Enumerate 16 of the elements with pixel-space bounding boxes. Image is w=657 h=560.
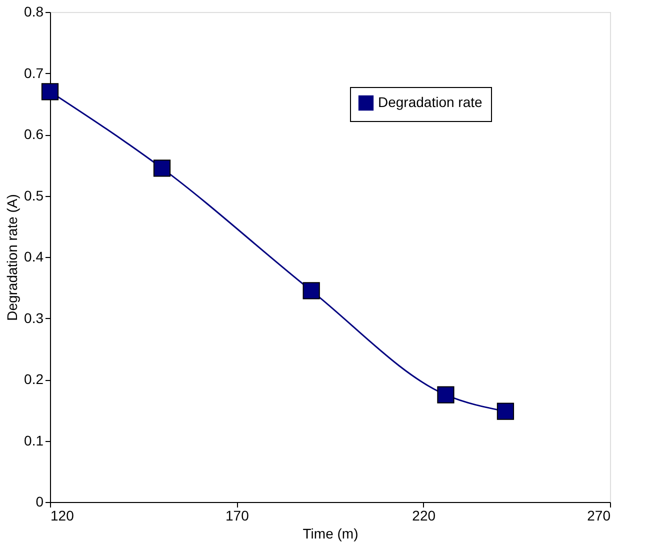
y-tick-label: 0.5 — [24, 187, 44, 204]
x-tick-label: 220 — [412, 508, 436, 524]
y-tick-label: 0.6 — [24, 126, 44, 142]
x-tick-label: 120 — [50, 508, 74, 524]
x-axis-title: Time (m) — [302, 526, 358, 542]
x-tick-label: 270 — [587, 508, 611, 524]
y-tick-label: 0 — [36, 494, 44, 510]
y-tick-label: 0.8 — [24, 4, 44, 20]
x-tick-label: 170 — [225, 508, 250, 524]
y-tick-label: 0.3 — [24, 310, 44, 326]
y-tick-label: 0.4 — [24, 248, 44, 264]
y-tick-label: 0.1 — [24, 432, 44, 448]
y-axis-title: Degradation rate (A) — [4, 194, 20, 321]
y-tick-label: 0.7 — [24, 64, 44, 81]
y-tick-label: 0.2 — [24, 371, 44, 387]
legend-label: Degradation rate — [378, 94, 483, 110]
